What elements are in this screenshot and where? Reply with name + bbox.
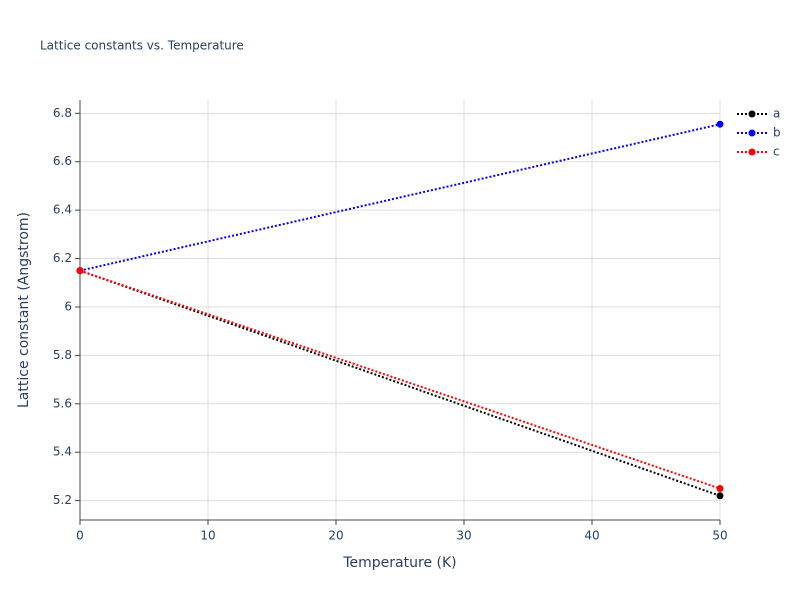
x-axis-title: Temperature (K) — [342, 555, 456, 571]
y-axis-title: Lattice constant (Angstrom) — [16, 212, 32, 408]
y-tick-label: 5.6 — [53, 396, 72, 410]
y-tick-label: 5.2 — [53, 493, 72, 507]
legend-label: a — [773, 107, 780, 121]
x-tick-label: 10 — [200, 529, 215, 543]
y-tick-label: 6.2 — [53, 251, 72, 265]
x-tick-label: 50 — [712, 529, 727, 543]
x-tick-label: 20 — [328, 529, 343, 543]
series-line — [79, 269, 721, 497]
point — [76, 267, 84, 275]
legend-marker — [748, 110, 756, 118]
legend-marker — [748, 148, 756, 156]
y-tick-label: 6.6 — [53, 154, 72, 168]
point — [716, 492, 724, 500]
x-tick-label: 0 — [76, 529, 84, 543]
y-tick-label: 5.8 — [53, 348, 72, 362]
series-line — [79, 123, 721, 272]
chart-title: Lattice constants vs. Temperature — [40, 39, 244, 53]
legend-marker — [748, 129, 756, 137]
legend-label: b — [773, 126, 781, 140]
legend-label: c — [773, 145, 780, 159]
series-line — [79, 269, 721, 490]
y-tick-label: 5.4 — [53, 445, 72, 459]
x-tick-label: 40 — [584, 529, 599, 543]
y-tick-label: 6.8 — [53, 106, 72, 120]
x-tick-label: 30 — [456, 529, 471, 543]
point — [716, 120, 724, 128]
y-tick-label: 6 — [64, 299, 72, 313]
point — [716, 485, 724, 493]
y-tick-label: 6.4 — [53, 203, 72, 217]
